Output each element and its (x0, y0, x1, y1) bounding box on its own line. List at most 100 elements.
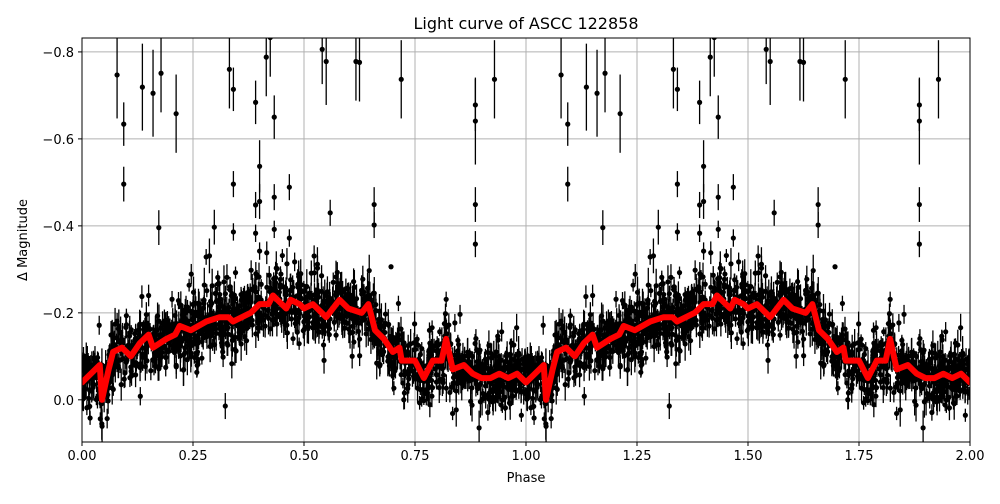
data-point (592, 368, 597, 373)
data-point (674, 338, 679, 343)
data-point (469, 385, 474, 390)
data-point (779, 270, 784, 275)
data-point (825, 349, 830, 354)
data-point (339, 316, 344, 321)
data-point (966, 362, 971, 367)
data-point (953, 394, 958, 399)
data-point (667, 403, 672, 408)
data-point (590, 293, 595, 298)
data-point (531, 415, 536, 420)
data-point (319, 273, 324, 278)
data-point (497, 358, 502, 363)
data-point (923, 397, 928, 402)
data-point (381, 349, 386, 354)
data-point (573, 373, 578, 378)
data-point (344, 321, 349, 326)
data-point (516, 353, 521, 358)
data-point (495, 334, 500, 339)
data-point (258, 318, 263, 323)
data-point (893, 385, 898, 390)
data-point (139, 294, 144, 299)
data-point (500, 398, 505, 403)
data-point (801, 353, 806, 358)
data-point (105, 416, 110, 421)
data-point (275, 266, 280, 271)
data-point (766, 329, 771, 334)
data-point (960, 353, 965, 358)
data-point (97, 323, 102, 328)
data-point (788, 321, 793, 326)
data-point (643, 356, 648, 361)
data-point (307, 291, 312, 296)
data-point (509, 394, 514, 399)
data-point (827, 311, 832, 316)
data-point (453, 388, 458, 393)
data-point (494, 349, 499, 354)
data-point (474, 347, 479, 352)
data-point (146, 293, 151, 298)
data-point (503, 359, 508, 364)
data-point (913, 385, 918, 390)
data-point (674, 292, 679, 297)
data-point (900, 342, 905, 347)
data-point (763, 273, 768, 278)
data-point (473, 336, 478, 341)
data-point (771, 332, 776, 337)
data-point (322, 329, 327, 334)
data-point (835, 365, 840, 370)
data-point (930, 343, 935, 348)
data-point (775, 280, 780, 285)
data-point (645, 298, 650, 303)
data-point (402, 390, 407, 395)
data-point (724, 253, 729, 258)
data-point (224, 275, 229, 280)
data-point (888, 386, 893, 391)
data-point (659, 275, 664, 280)
data-point (352, 285, 357, 290)
data-point (571, 333, 576, 338)
data-point (486, 396, 491, 401)
data-point (859, 386, 864, 391)
data-point (583, 294, 588, 299)
data-point (292, 259, 297, 264)
data-point (398, 326, 403, 331)
data-point (519, 413, 524, 418)
data-point (429, 378, 434, 383)
data-point (663, 340, 668, 345)
data-point (477, 425, 482, 430)
chart-title: Light curve of ASCC 122858 (413, 14, 638, 33)
data-point (549, 416, 554, 421)
data-point (509, 341, 514, 346)
data-point (568, 313, 573, 318)
data-point (221, 279, 226, 284)
data-point (124, 313, 129, 318)
data-point (947, 359, 952, 364)
data-point (646, 282, 651, 287)
data-point (174, 364, 179, 369)
data-point (514, 325, 519, 330)
data-point (365, 286, 370, 291)
data-point (335, 270, 340, 275)
data-point (840, 301, 845, 306)
data-point (963, 413, 968, 418)
data-point (765, 342, 770, 347)
data-point (254, 272, 259, 277)
data-point (794, 354, 799, 359)
data-point (855, 374, 860, 379)
data-point (357, 336, 362, 341)
data-point (411, 374, 416, 379)
data-point (127, 333, 132, 338)
data-point (223, 403, 228, 408)
data-point (219, 340, 224, 345)
data-point (795, 279, 800, 284)
data-point (852, 341, 857, 346)
data-point (568, 360, 573, 365)
data-point (856, 321, 861, 326)
data-point (249, 268, 254, 273)
data-point (124, 360, 129, 365)
data-point (930, 396, 935, 401)
data-point (618, 364, 623, 369)
data-point (163, 355, 168, 360)
data-point (918, 347, 923, 352)
data-point (654, 283, 659, 288)
